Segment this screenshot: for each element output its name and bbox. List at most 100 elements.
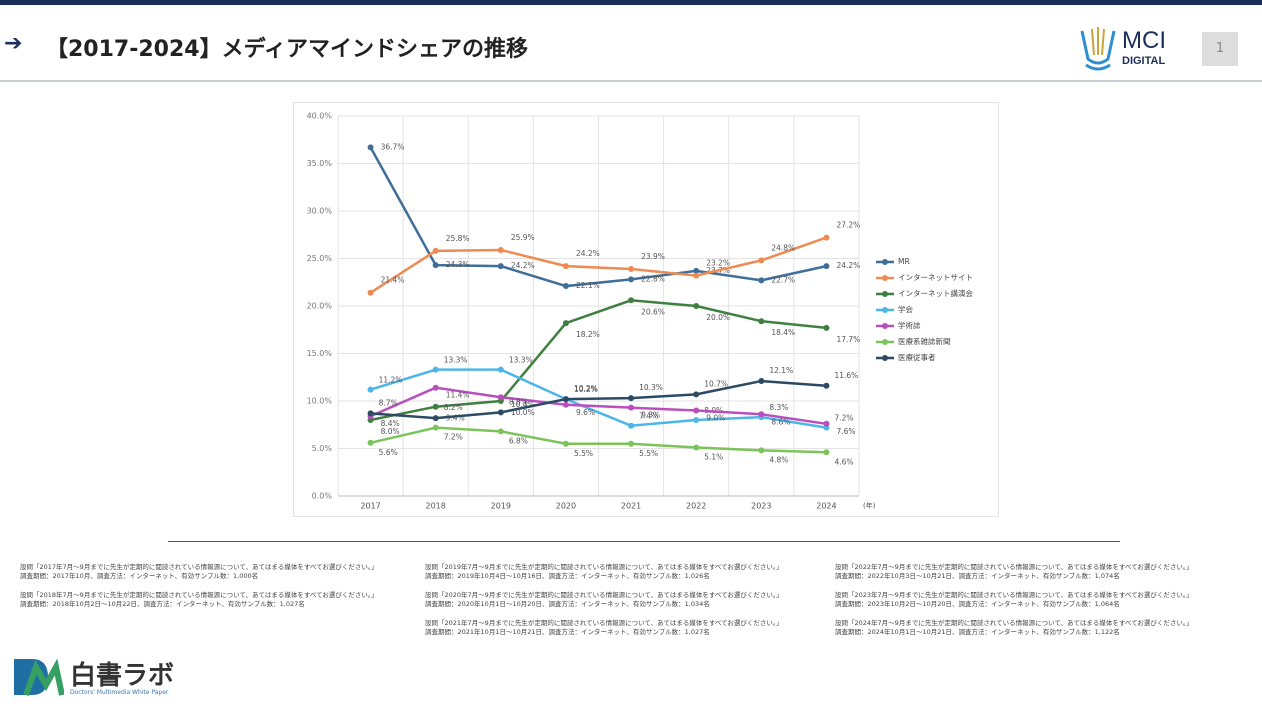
series-point <box>758 257 765 264</box>
legend-marker <box>882 323 888 329</box>
series-point <box>693 444 700 451</box>
data-label: 8.0% <box>381 427 400 436</box>
data-label: 20.6% <box>641 307 665 316</box>
series-point <box>432 403 439 410</box>
series-point <box>497 366 504 373</box>
note: 設問「2018年7月～9月までに先生が定期的に閲読されている情報源について、あて… <box>20 591 415 609</box>
data-label: 10.7% <box>704 379 728 388</box>
legend-marker <box>882 355 888 361</box>
series-line <box>370 299 827 422</box>
y-tick-label: 10.0% <box>307 397 333 406</box>
series-point <box>562 320 569 327</box>
data-label: 11.2% <box>379 376 403 385</box>
data-label: 10.2% <box>574 384 598 393</box>
legend-marker <box>882 339 888 345</box>
note-question: 設問「2017年7月～9月までに先生が定期的に閲読されている情報源について、あて… <box>20 563 378 571</box>
logo-text: MCI <box>1122 27 1166 54</box>
note-survey: 調査期間：2023年10月2日～10月20日、調査方法：インターネット、有効サン… <box>835 600 1120 608</box>
series-line <box>370 426 827 454</box>
legend-marker <box>882 307 888 313</box>
series-point <box>497 394 504 401</box>
note-question: 設問「2022年7月～9月までに先生が定期的に閲読されている情報源について、あて… <box>835 563 1193 571</box>
data-label: 8.3% <box>769 403 788 412</box>
x-tick-label: 2024 <box>816 502 836 511</box>
series-line <box>370 379 827 420</box>
data-label: 5.5% <box>574 449 593 458</box>
data-label: 22.1% <box>576 281 600 290</box>
series-point <box>367 410 374 417</box>
data-label: 11.4% <box>446 391 470 400</box>
series-point <box>432 415 439 422</box>
series-point <box>628 395 635 402</box>
data-label: 7.2% <box>444 433 463 442</box>
data-label: 25.8% <box>446 234 470 243</box>
y-tick-label: 0.0% <box>312 492 333 501</box>
series-point <box>628 422 635 429</box>
data-label: 12.1% <box>769 366 793 375</box>
data-label: 8.6% <box>771 417 790 426</box>
data-label: 7.6% <box>836 427 855 436</box>
data-label: 21.4% <box>381 276 405 285</box>
note: 設問「2017年7月～9月までに先生が定期的に閲読されている情報源について、あて… <box>20 563 415 581</box>
note-question: 設問「2020年7月～9月までに先生が定期的に閲読されている情報源について、あて… <box>425 591 783 599</box>
footer-logo-mark <box>14 658 65 697</box>
data-label: 20.0% <box>706 313 730 322</box>
legend-marker <box>882 291 888 297</box>
header: ➔ 【2017-2024】メディアマインドシェアの推移 MCI DIGITAL … <box>0 5 1262 82</box>
series-line <box>370 386 827 426</box>
data-label: 6.8% <box>509 436 528 445</box>
series-point <box>758 277 765 284</box>
slide-title: 【2017-2024】メディアマインドシェアの推移 <box>46 37 529 62</box>
data-label: 9.3% <box>641 411 660 420</box>
note-question: 設問「2019年7月～9月までに先生が定期的に閲読されている情報源について、あて… <box>425 563 783 571</box>
x-axis-unit: (年) <box>863 501 876 510</box>
data-label: 11.6% <box>834 371 858 380</box>
legend-marker <box>882 259 888 265</box>
note-survey: 調査期間：2021年10月1日～10月21日、調査方法：インターネット、有効サン… <box>425 628 710 636</box>
data-label: 25.9% <box>511 233 535 242</box>
series-point <box>628 276 635 283</box>
x-tick-label: 2017 <box>360 502 380 511</box>
series-point <box>823 234 830 241</box>
series-point <box>432 262 439 269</box>
series-point <box>367 289 374 296</box>
series-point <box>628 404 635 411</box>
note-question: 設問「2023年7月～9月までに先生が定期的に閲読されている情報源について、あて… <box>835 591 1193 599</box>
data-label: 18.4% <box>771 328 795 337</box>
data-label: 4.6% <box>834 457 853 466</box>
series-point <box>562 401 569 408</box>
data-label: 24.2% <box>511 261 535 270</box>
series-point <box>758 318 765 325</box>
data-label: 36.7% <box>381 142 405 151</box>
series-point <box>562 283 569 290</box>
chart: 0.0% 5.0% 10.0% 15.0% 20.0% 25.0% 30.0% 35.0% 40… <box>307 112 974 511</box>
series-point <box>693 303 700 309</box>
note-survey: 調査期間：2020年10月1日～10月20日、調査方法：インターネット、有効サン… <box>425 600 710 608</box>
series-point <box>693 417 700 423</box>
series-point <box>432 384 439 391</box>
series-point <box>758 378 765 385</box>
data-label: 23.2% <box>706 259 730 268</box>
data-label: 24.3% <box>446 260 470 269</box>
top-bar <box>0 0 1262 5</box>
series-point <box>367 386 374 393</box>
x-tick-label: 2019 <box>491 502 511 511</box>
logo-subtext: DIGITAL <box>1122 55 1166 67</box>
notes-column: 設問「2017年7月～9月までに先生が定期的に閲読されている情報源について、あて… <box>20 563 415 619</box>
series-point <box>562 396 569 403</box>
x-tick-label: 2018 <box>426 502 446 511</box>
data-label: 5.1% <box>704 453 723 462</box>
x-tick-label: 2020 <box>556 502 576 511</box>
logo-mark <box>1080 27 1116 71</box>
note-question: 設問「2018年7月～9月までに先生が定期的に閲読されている情報源について、あて… <box>20 591 378 599</box>
series-point <box>823 382 830 389</box>
note-question: 設問「2024年7月～9月までに先生が定期的に閲読されている情報源について、あて… <box>835 619 1193 627</box>
legend-label: 医療従事者 <box>898 352 936 362</box>
series-point <box>823 263 830 270</box>
data-label: 10.0% <box>511 408 535 417</box>
data-label: 10.3% <box>639 383 663 392</box>
series-point <box>693 391 700 398</box>
x-tick-label: 2023 <box>751 502 771 511</box>
data-label: 5.6% <box>379 448 398 457</box>
